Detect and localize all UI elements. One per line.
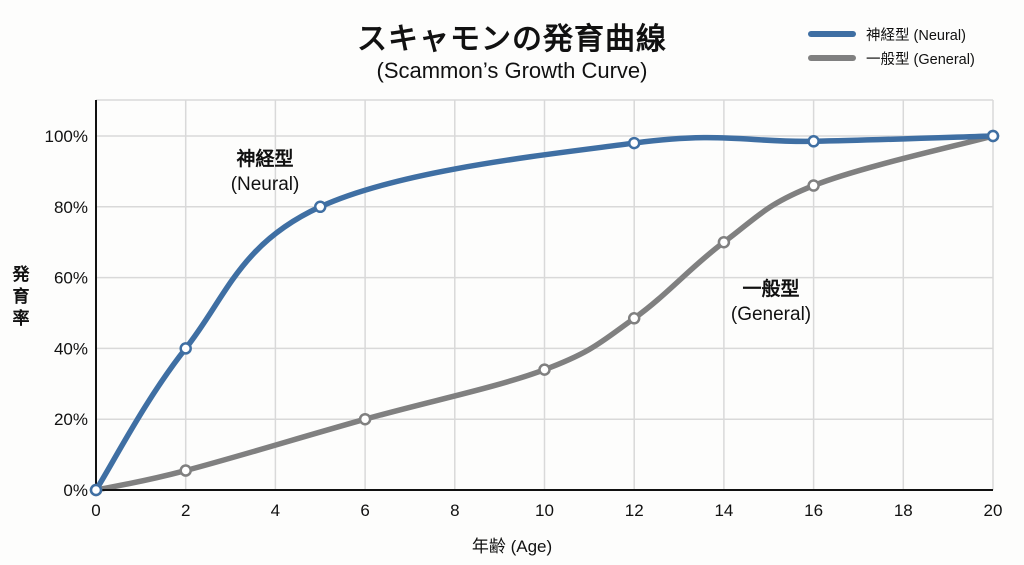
neural-data-point bbox=[179, 342, 192, 355]
x-tick-label: 6 bbox=[360, 501, 369, 520]
annotation-general-jp: 一般型 bbox=[742, 278, 800, 300]
annotation-neural-jp: 神経型 bbox=[236, 148, 294, 170]
x-tick-label: 2 bbox=[181, 501, 190, 520]
general-data-point bbox=[807, 179, 820, 192]
x-tick-label: 0 bbox=[91, 501, 100, 520]
neural-data-point bbox=[89, 483, 103, 497]
axis-ticks: 0% 20% 40% 60% 80% 100% 0 2 4 6 8 10 12 14 16 18 20 bbox=[45, 127, 1003, 520]
x-tick-label: 8 bbox=[450, 501, 459, 520]
legend-swatch-general bbox=[808, 55, 856, 61]
legend-item-general: 一般型 (General) bbox=[808, 46, 975, 70]
general-data-point bbox=[358, 412, 372, 426]
neural-data-point bbox=[627, 136, 641, 150]
x-axis-label: 年齢 (Age) bbox=[471, 537, 553, 556]
annotation-neural: 神経型 (Neural) bbox=[215, 146, 315, 198]
chart-title: スキャモンの発育曲線 bbox=[357, 22, 667, 57]
y-tick-label: 40% bbox=[54, 339, 88, 358]
general-data-point bbox=[179, 464, 192, 477]
neural-data-point bbox=[314, 200, 327, 214]
y-tick-label: 100% bbox=[45, 127, 88, 146]
general-data-point bbox=[717, 235, 731, 249]
y-tick-label: 20% bbox=[54, 410, 88, 429]
y-axis-label: 発育率 bbox=[12, 265, 30, 329]
series-markers bbox=[89, 129, 1000, 497]
neural-data-point bbox=[807, 135, 820, 148]
x-tick-label: 10 bbox=[535, 501, 554, 520]
general-data-point bbox=[627, 312, 641, 325]
y-tick-label: 80% bbox=[54, 198, 88, 217]
legend-swatch-neural bbox=[808, 31, 856, 37]
y-tick-label: 0% bbox=[63, 481, 88, 500]
legend-item-neural: 神経型 (Neural) bbox=[808, 22, 975, 46]
chart-subtitle: (Scammon’s Growth Curve) bbox=[376, 58, 648, 83]
neural-data-point bbox=[986, 129, 1000, 143]
general-data-point bbox=[538, 363, 551, 376]
x-tick-label: 12 bbox=[625, 501, 644, 520]
x-tick-label: 18 bbox=[894, 501, 913, 520]
x-tick-label: 14 bbox=[714, 501, 733, 520]
x-tick-label: 16 bbox=[804, 501, 823, 520]
annotation-general: 一般型 (General) bbox=[708, 276, 834, 328]
grid-lines bbox=[96, 99, 994, 490]
legend-label-general: 一般型 (General) bbox=[866, 51, 975, 68]
legend-label-neural: 神経型 (Neural) bbox=[866, 27, 966, 44]
annotation-neural-en: (Neural) bbox=[230, 174, 300, 195]
x-tick-label: 20 bbox=[984, 501, 1003, 520]
y-tick-label: 60% bbox=[54, 269, 88, 288]
annotation-general-en: (General) bbox=[730, 304, 812, 325]
legend: 神経型 (Neural) 一般型 (General) bbox=[808, 22, 975, 70]
x-tick-label: 4 bbox=[271, 501, 280, 520]
